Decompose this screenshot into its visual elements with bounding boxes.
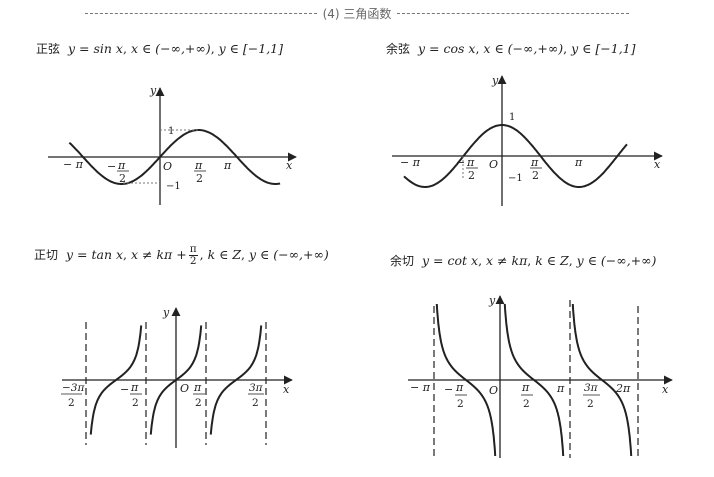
sine-range: y ∈ [−1,1] <box>218 41 284 56</box>
cotangent-neg-half-pi-num: π <box>455 381 464 394</box>
sine-name: 正弦 <box>36 42 61 56</box>
sine-pi-label: π <box>223 159 232 172</box>
section-heading: (4) 三角函数 <box>0 4 714 22</box>
cotangent-pi-label: π <box>556 382 565 395</box>
sine-one-label: 1 <box>168 126 174 137</box>
heading-divider-left <box>84 12 317 14</box>
cotangent-half-pi-den: 2 <box>523 398 530 410</box>
heading-divider-right <box>397 12 630 14</box>
tangent-3pi-den: 2 <box>252 397 259 409</box>
cotangent-equation: y = cot x <box>422 253 479 268</box>
sine-origin-label: O <box>163 160 172 173</box>
sine-curve <box>68 129 281 185</box>
sine-equation: y = sin x <box>68 41 123 56</box>
sine-formula: 正弦 y = sin x, x ∈ (−∞,+∞), y ∈ [−1,1] <box>36 41 284 56</box>
sine-domain: x ∈ (−∞,+∞) <box>130 41 211 56</box>
cotangent-branch <box>571 303 633 457</box>
cosine-neg-half-pi-num: π <box>466 156 475 169</box>
cotangent-3pi-num: 3π <box>584 382 599 394</box>
cosine-formula: 余弦 y = cos x, x ∈ (−∞,+∞), y ∈ [−1,1] <box>386 41 636 56</box>
tangent-equation: y = tan x <box>66 247 124 262</box>
cotangent-range: y ∈ (−∞,+∞) <box>576 253 657 268</box>
tangent-condition: x ≠ kπ + <box>131 247 187 262</box>
sine-neg-half-pi-sign: − <box>107 160 116 173</box>
cosine-curve <box>403 124 628 188</box>
cosine-range: y ∈ [−1,1] <box>571 41 636 56</box>
sine-half-pi-num: π <box>194 159 203 172</box>
cotangent-k: k ∈ Z <box>535 253 569 268</box>
cotangent-branch <box>435 303 497 457</box>
cotangent-name: 余切 <box>390 254 415 268</box>
tangent-condition-denominator: 2 <box>189 255 197 267</box>
cotangent-x-label: x <box>662 383 669 396</box>
tangent-neg-3pi-num: −3π <box>62 382 85 394</box>
cosine-neg-half-pi-den: 2 <box>468 169 475 182</box>
sine-y-label: y <box>149 84 157 97</box>
tangent-range: y ∈ (−∞,+∞) <box>249 247 329 262</box>
tangent-half-pi-num: π <box>193 381 202 394</box>
tangent-branch <box>89 325 143 435</box>
cotangent-condition: x ≠ kπ <box>486 253 528 268</box>
cotangent-y-label: y <box>488 294 496 307</box>
tangent-neg-half-pi-den: 2 <box>132 397 139 409</box>
cotangent-branch <box>503 303 565 457</box>
sine-x-label: x <box>286 159 293 172</box>
tangent-neg-3pi-den: 2 <box>68 397 75 409</box>
tangent-branch <box>209 325 263 435</box>
cosine-one-label: 1 <box>509 112 515 123</box>
cotangent-formula: 余切 y = cot x, x ≠ kπ, k ∈ Z, y ∈ (−∞,+∞) <box>390 253 657 268</box>
sine-neg-half-pi-num: π <box>117 159 126 172</box>
sine-half-pi-den: 2 <box>196 172 203 185</box>
cosine-graph: x y O − π − π 2 π 2 π 1 −1 <box>392 74 663 206</box>
cosine-neg-pi-label: − π <box>400 156 421 169</box>
cosine-pi-label: π <box>574 156 583 169</box>
cotangent-2pi-label: 2π <box>615 382 631 395</box>
tangent-y-label: y <box>162 306 170 319</box>
cotangent-neg-half-pi-den: 2 <box>457 398 464 410</box>
cosine-equation: y = cos x <box>418 41 476 56</box>
tangent-graph: x y O −3π 2 − π 2 π 2 3π 2 <box>61 306 293 448</box>
cosine-half-pi-num: π <box>530 156 539 169</box>
tangent-x-label: x <box>283 383 290 396</box>
cosine-domain: x ∈ (−∞,+∞) <box>483 41 564 56</box>
tangent-k: k ∈ Z <box>207 247 242 262</box>
tangent-neg-half-pi-sign: − <box>120 383 129 396</box>
tangent-3pi-num: 3π <box>249 382 264 394</box>
cotangent-graph: x y O − π − π 2 π 2 π 3π 2 2π <box>408 294 673 458</box>
cotangent-origin-label: O <box>489 384 498 397</box>
sine-neg-pi-label: − π <box>63 158 84 171</box>
cosine-name: 余弦 <box>386 42 411 56</box>
tangent-formula: 正切 y = tan x, x ≠ kπ + π 2, k ∈ Z, y ∈ (−∞,… <box>34 243 329 267</box>
cotangent-half-pi-num: π <box>521 381 530 394</box>
tangent-name: 正切 <box>34 248 59 262</box>
cotangent-3pi-den: 2 <box>587 398 594 410</box>
cosine-x-label: x <box>654 158 661 171</box>
tangent-neg-half-pi-num: π <box>130 381 139 394</box>
cosine-half-pi-den: 2 <box>532 169 539 182</box>
tangent-half-pi-den: 2 <box>195 397 202 409</box>
tangent-branch <box>149 325 203 435</box>
sine-neg-half-pi-den: 2 <box>119 172 126 185</box>
sine-graph: x y O − π − π 2 π 2 π 1 −1 <box>48 84 297 205</box>
tangent-origin-label: O <box>180 382 189 395</box>
sine-neg-one-label: −1 <box>166 181 181 192</box>
cotangent-neg-half-pi-sign: − <box>444 383 453 396</box>
cosine-y-label: y <box>491 74 499 87</box>
cosine-neg-half-pi-sign: − <box>456 156 465 169</box>
cosine-origin-label: O <box>489 158 498 171</box>
section-title: (4) 三角函数 <box>322 6 392 21</box>
cotangent-neg-pi-label: − π <box>410 381 431 394</box>
cosine-neg-one-label: −1 <box>508 173 523 184</box>
tangent-condition-numerator: π <box>188 243 198 256</box>
